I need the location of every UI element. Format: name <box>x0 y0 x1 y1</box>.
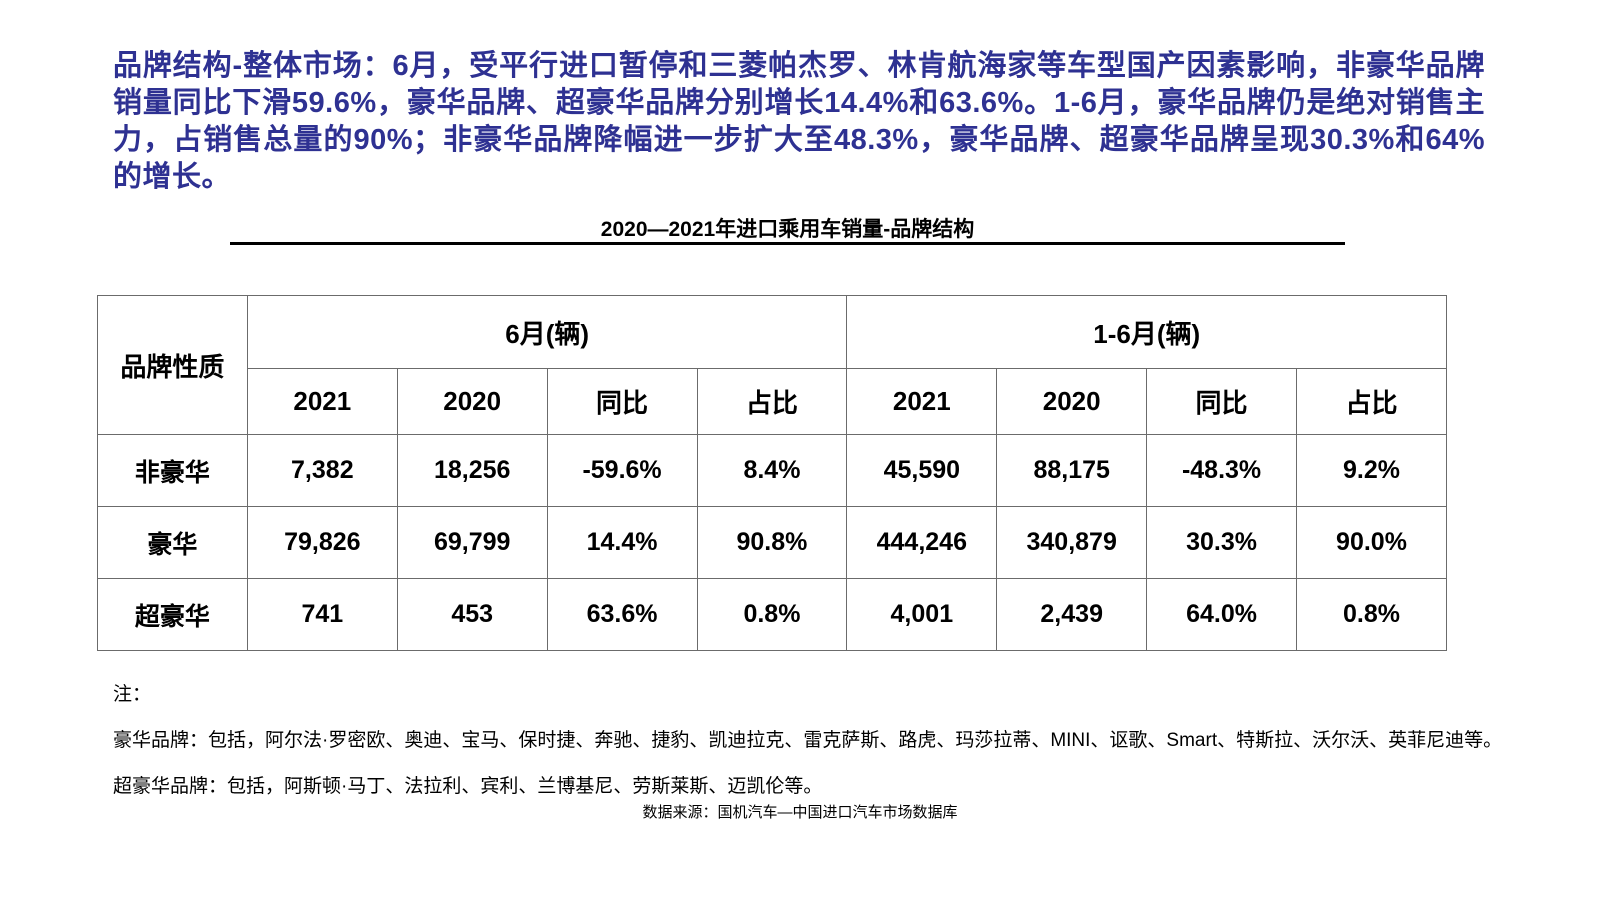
row-label: 非豪华 <box>97 434 248 507</box>
group-header-jan-june: 1-6月(辆) <box>846 295 1447 369</box>
cell-value: 7,382 <box>246 434 398 507</box>
cell-value: 79,826 <box>246 506 398 579</box>
cell-value: 0.8% <box>696 578 848 651</box>
headline-text: 品牌结构-整体市场：6月，受平行进口暂停和三菱帕杰罗、林肯航海家等车型国产因素影… <box>113 50 1485 193</box>
data-source-caption: 数据来源：国机汽车—中国进口汽车市场数据库 <box>642 804 958 821</box>
col-header-h1-yoy: 同比 <box>1146 368 1297 435</box>
cell-value: 2,439 <box>996 578 1148 651</box>
cell-value: 9.2% <box>1296 434 1447 507</box>
note-luxury-brands: 豪华品牌：包括，阿尔法·罗密欧、奥迪、宝马、保时捷、奔驰、捷豹、凯迪拉克、雷克萨… <box>113 730 1503 751</box>
col-header-h1-share: 占比 <box>1296 368 1447 435</box>
col-header-h1-2021: 2021 <box>846 368 998 435</box>
cell-value: 88,175 <box>996 434 1148 507</box>
cell-value: 45,590 <box>846 434 998 507</box>
col-header-june-yoy: 同比 <box>546 368 698 435</box>
table-row-luxury: 豪华 79,826 69,799 14.4% 90.8% 444,246 340… <box>97 506 1447 579</box>
cell-value: 4,001 <box>846 578 998 651</box>
cell-value: -59.6% <box>546 434 698 507</box>
note-super-luxury-brands: 超豪华品牌：包括，阿斯顿·马丁、法拉利、宾利、兰博基尼、劳斯莱斯、迈凯伦等。 <box>113 776 823 797</box>
col-header-h1-2020: 2020 <box>996 368 1148 435</box>
cell-value: 90.8% <box>696 506 848 579</box>
cell-value: -48.3% <box>1146 434 1297 507</box>
cell-value: 69,799 <box>396 506 548 579</box>
brand-sales-table: 品牌性质 6月(辆) 1-6月(辆) 2021 2020 同比 占比 2021 … <box>97 295 1447 651</box>
cell-value: 0.8% <box>1296 578 1447 651</box>
table-row-non-luxury: 非豪华 7,382 18,256 -59.6% 8.4% 45,590 88,1… <box>97 434 1447 507</box>
cell-value: 444,246 <box>846 506 998 579</box>
table-subheader-row: 2021 2020 同比 占比 2021 2020 同比 占比 <box>98 368 1447 435</box>
table-title: 2020—2021年进口乘用车销量-品牌结构 <box>600 218 975 241</box>
table-row-super-luxury: 超豪华 741 453 63.6% 0.8% 4,001 2,439 64.0%… <box>97 578 1447 651</box>
cell-value: 63.6% <box>546 578 698 651</box>
col-header-june-share: 占比 <box>696 368 848 435</box>
cell-value: 340,879 <box>996 506 1148 579</box>
cell-value: 453 <box>396 578 548 651</box>
cell-value: 30.3% <box>1146 506 1297 579</box>
title-underline <box>230 242 1345 245</box>
row-label: 超豪华 <box>97 578 248 651</box>
notes-block: 注： 豪华品牌：包括，阿尔法·罗密欧、奥迪、宝马、保时捷、奔驰、捷豹、凯迪拉克、… <box>113 679 1553 817</box>
col-header-june-2021: 2021 <box>246 368 398 435</box>
cell-value: 8.4% <box>696 434 848 507</box>
cell-value: 741 <box>246 578 398 651</box>
group-header-june: 6月(辆) <box>246 295 848 369</box>
cell-value: 90.0% <box>1296 506 1447 579</box>
col-header-june-2020: 2020 <box>396 368 548 435</box>
cell-value: 14.4% <box>546 506 698 579</box>
corner-header-brand-type: 品牌性质 <box>97 295 248 435</box>
cell-value: 64.0% <box>1146 578 1297 651</box>
table-group-header-row: 品牌性质 6月(辆) 1-6月(辆) <box>97 295 1447 435</box>
notes-label: 注： <box>113 684 152 705</box>
cell-value: 18,256 <box>396 434 548 507</box>
row-label: 豪华 <box>97 506 248 579</box>
